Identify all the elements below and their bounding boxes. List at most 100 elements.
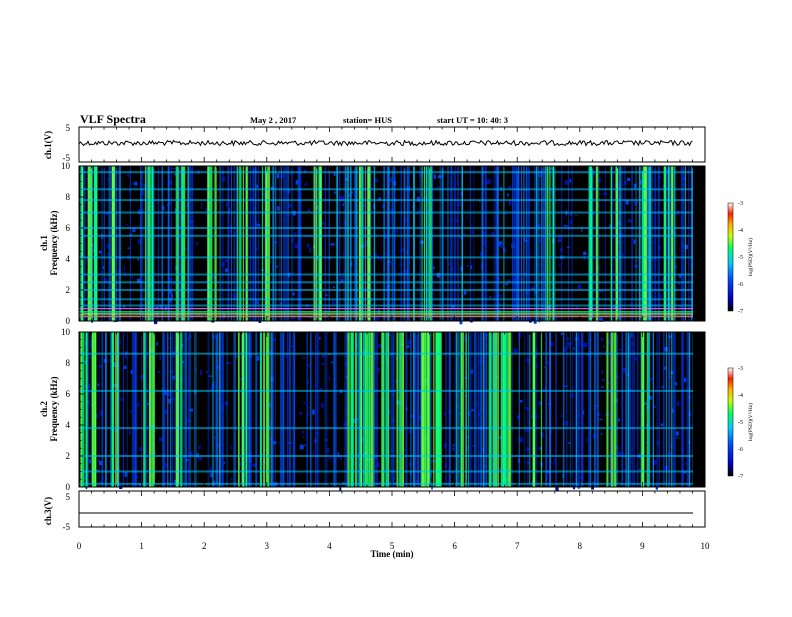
spectrogram-vertical-line: [281, 166, 282, 321]
spectrogram-vertical-line: [633, 332, 634, 487]
xtick-5: 5: [390, 541, 395, 551]
spectrogram-speckle: [678, 282, 680, 285]
spectrogram-vertical-line: [255, 166, 257, 321]
spectrogram-vertical-line: [536, 332, 538, 487]
spectrogram-vertical-line: [473, 166, 475, 321]
x-axis: 0 1 2 3 4 5 6 7 8 9 10 Time (min): [77, 541, 710, 559]
spectrogram-vertical-line: [189, 332, 191, 487]
spectrogram-speckle: [507, 193, 510, 197]
spectrogram-vertical-line: [122, 332, 125, 487]
spectrogram-bright-column: [92, 332, 95, 487]
spectrogram-speckle: [618, 418, 620, 422]
spectrogram-bright-column: [670, 166, 673, 321]
spectrogram-bright-column: [268, 332, 270, 487]
ch2-colorbar-tick-m5: -5: [738, 420, 743, 426]
ch1-ytick-0: 0: [66, 316, 71, 326]
spectrogram-speckle: [486, 178, 491, 184]
spectrogram-vertical-line: [477, 332, 480, 487]
spectrogram-speckle: [98, 250, 102, 254]
spectrogram-vertical-line: [215, 332, 217, 487]
spectrogram-vertical-line: [686, 332, 688, 487]
spectrogram-speckle: [459, 320, 463, 325]
spectrogram-vertical-line: [115, 166, 117, 321]
spectrogram-speckle: [524, 406, 527, 409]
spectrogram-vertical-line: [652, 332, 653, 487]
spectrogram-speckle: [280, 302, 282, 305]
spectrogram-vertical-line: [562, 332, 565, 487]
spectrogram-vertical-line: [413, 166, 414, 321]
spectrogram-vertical-line: [336, 166, 338, 321]
spectrogram-vertical-line: [178, 166, 181, 321]
spectrogram-speckle: [634, 201, 637, 206]
spectrogram-speckle: [401, 248, 404, 252]
spectrogram-speckle: [342, 203, 344, 206]
spectrogram-speckle: [169, 202, 171, 205]
spectrogram-vertical-line: [524, 332, 526, 487]
spectrogram-vertical-line: [581, 332, 583, 487]
ch1-spectrogram-panel: 0 2 4 6 8 10 ch.1 Frequency (kHz) -3 -4 …: [39, 161, 754, 326]
spectrogram-frequency-band: [79, 234, 693, 237]
spectrogram-speckle: [517, 471, 520, 474]
spectrogram-vertical-line: [594, 332, 596, 487]
spectrogram-speckle: [538, 446, 543, 450]
spectrogram-speckle: [210, 472, 213, 478]
spectrogram-speckle: [538, 401, 542, 406]
spectrogram-speckle: [591, 487, 594, 490]
spectrogram-speckle: [389, 177, 393, 182]
spectrogram-bright-column: [492, 332, 495, 487]
spectrogram-speckle: [656, 440, 660, 445]
spectrogram-vertical-line: [461, 166, 463, 321]
ch2-spectrogram-yticks: 0 2 4 6 8 10: [61, 327, 71, 492]
spectrogram-speckle: [555, 486, 559, 491]
spectrogram-vertical-line: [119, 332, 120, 487]
spectrogram-vertical-line: [544, 166, 545, 321]
spectrogram-frequency-band: [79, 482, 693, 485]
spectrogram-speckle: [378, 344, 381, 348]
spectrogram-vertical-line: [218, 332, 220, 487]
ch1-waveform-frame: [78, 126, 706, 163]
spectrogram-vertical-line: [627, 332, 630, 487]
spectrogram-frequency-band: [79, 211, 693, 214]
spectrogram-vertical-line: [370, 166, 372, 321]
spectrogram-vertical-line: [457, 166, 459, 321]
spectrogram-vertical-line: [306, 332, 308, 487]
spectrogram-vertical-line: [405, 332, 407, 487]
spectrogram-vertical-line: [540, 166, 543, 321]
spectrogram-speckle: [528, 422, 530, 424]
spectrogram-vertical-line: [482, 166, 484, 321]
spectrogram-vertical-line: [621, 332, 623, 487]
spectrogram-vertical-line: [545, 332, 547, 487]
spectrogram-speckle: [436, 186, 439, 189]
spectrogram-speckle: [292, 292, 295, 296]
spectrogram-speckle: [303, 401, 306, 404]
spectrogram-speckle: [124, 270, 126, 274]
spectrogram-speckle: [627, 177, 631, 181]
spectrogram-speckle: [668, 376, 672, 378]
spectrogram-speckle: [684, 358, 687, 360]
spectrogram-vertical-line: [324, 166, 326, 321]
spectrogram-vertical-line: [168, 166, 170, 321]
spectrogram-speckle: [208, 375, 213, 377]
spectrogram-speckle: [348, 175, 350, 178]
spectrogram-speckle: [285, 308, 290, 312]
spectrogram-speckle: [218, 398, 220, 400]
spectrogram-speckle: [534, 364, 539, 366]
spectrogram-vertical-line: [576, 332, 577, 487]
spectrogram-speckle: [583, 342, 588, 347]
spectrogram-speckle: [83, 360, 87, 364]
spectrogram-bright-column: [596, 166, 599, 321]
spectrogram-speckle: [252, 463, 256, 467]
spectrogram-bright-column: [641, 166, 645, 321]
spectrogram-speckle: [102, 266, 105, 269]
spectrogram-speckle: [229, 230, 232, 233]
spectrogram-speckle: [225, 202, 228, 207]
spectrogram-speckle: [165, 463, 168, 468]
spectrogram-speckle: [338, 392, 340, 394]
spectrogram-vertical-line: [471, 332, 473, 487]
spectrogram-speckle: [597, 204, 600, 208]
spectrogram-bright-column: [642, 332, 645, 487]
spectrogram-vertical-line: [212, 332, 214, 487]
spectrogram-speckle: [533, 320, 537, 324]
spectrogram-speckle: [621, 253, 624, 256]
station-label: station= HUS: [343, 115, 392, 125]
